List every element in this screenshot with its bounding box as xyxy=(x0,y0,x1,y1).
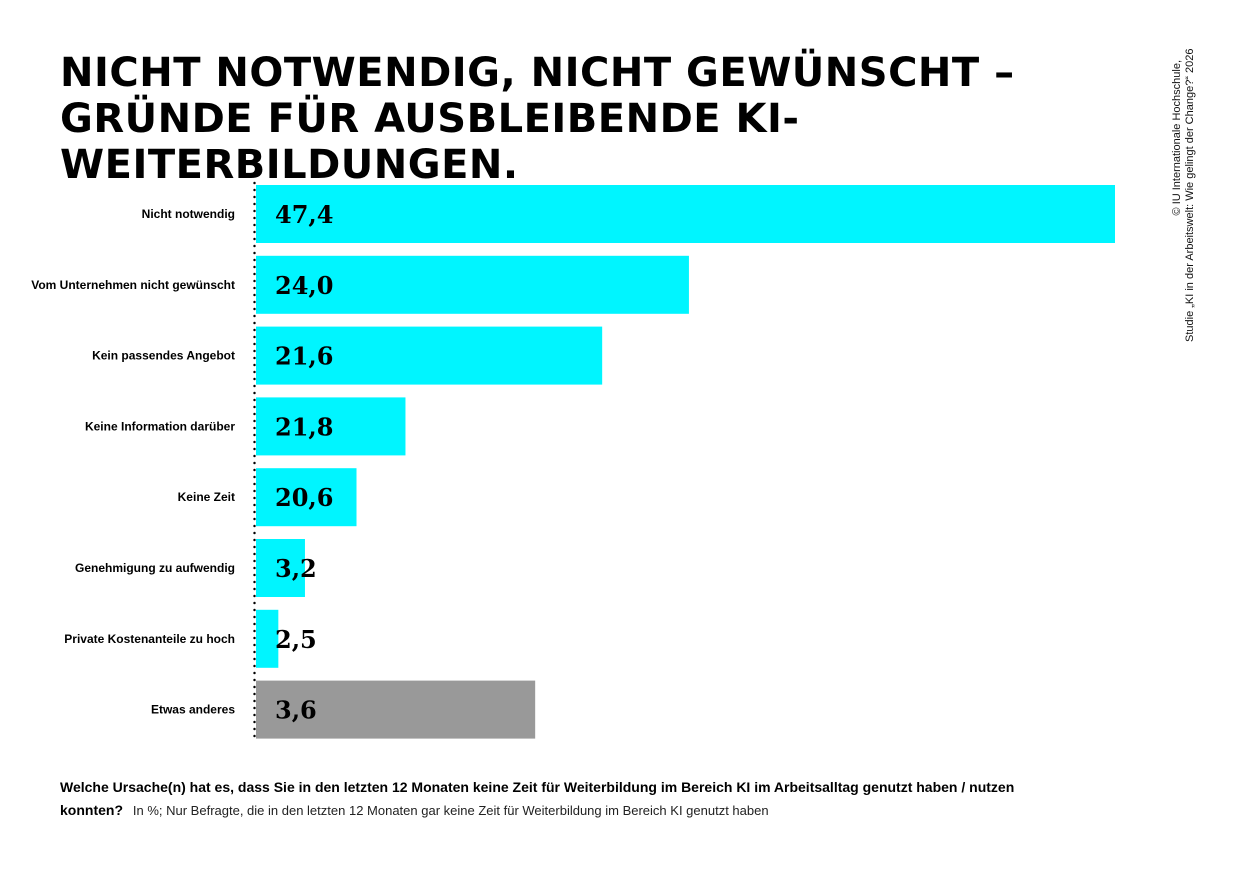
category-label: Keine Zeit xyxy=(178,490,235,504)
bar xyxy=(256,609,279,668)
value-label: 47,4 xyxy=(275,200,333,229)
bar xyxy=(256,468,357,527)
bar xyxy=(256,326,603,385)
value-label: 20,6 xyxy=(275,483,333,512)
bar xyxy=(256,255,689,314)
bar xyxy=(256,397,406,456)
survey-question: Welche Ursache(n) hat es, dass Sie in de… xyxy=(60,776,1020,822)
bar xyxy=(256,680,536,739)
value-label: 24,0 xyxy=(275,271,333,300)
value-label: 2,5 xyxy=(275,625,317,654)
value-label: 3,6 xyxy=(275,696,317,725)
bar xyxy=(256,539,305,597)
category-label: Vom Unternehmen nicht gewünscht xyxy=(31,278,235,292)
question-note: In %; Nur Befragte, die in den letzten 1… xyxy=(132,803,769,818)
chart-title: NICHT NOTWENDIG, NICHT GEWÜNSCHT – GRÜND… xyxy=(60,50,1015,188)
value-label: 3,2 xyxy=(275,554,317,583)
category-label: Nicht notwendig xyxy=(142,207,235,221)
category-label: Keine Information darüber xyxy=(85,419,235,433)
bar xyxy=(256,185,1115,243)
value-label: 21,6 xyxy=(275,342,333,371)
value-label: 21,8 xyxy=(275,412,333,441)
category-label: Genehmigung zu aufwendig xyxy=(75,561,235,575)
category-label: Private Kostenanteile zu hoch xyxy=(64,632,235,646)
category-label: Etwas anderes xyxy=(151,703,235,717)
category-label: Kein passendes Angebot xyxy=(92,349,235,363)
question-text: Welche Ursache(n) hat es, dass Sie in de… xyxy=(60,779,1015,818)
